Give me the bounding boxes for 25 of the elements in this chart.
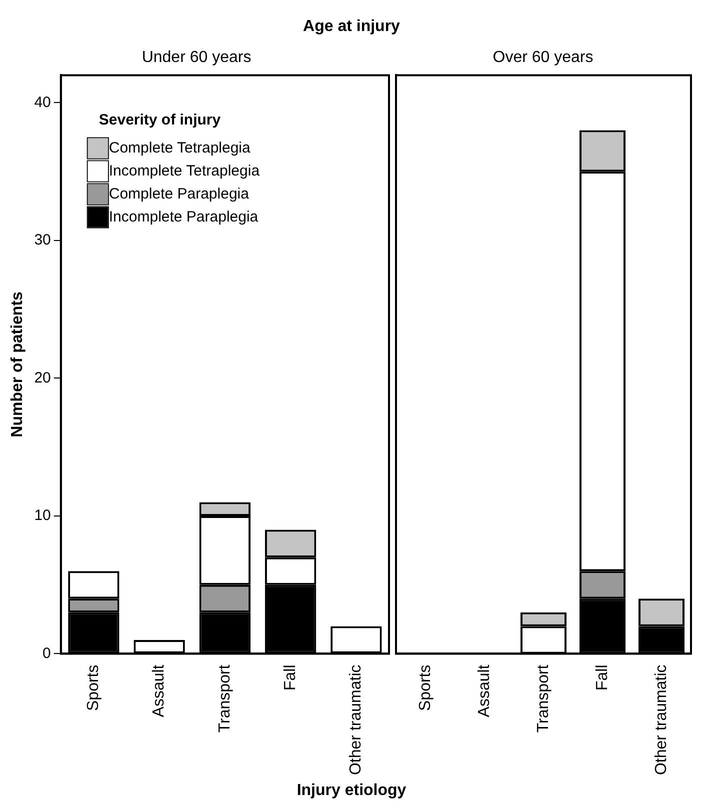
y-tick-label: 20 — [34, 369, 51, 386]
legend-label: Incomplete Tetraplegia — [108, 162, 260, 180]
y-tick-label: 10 — [34, 507, 51, 524]
y-tick-label: 0 — [42, 644, 51, 662]
chart-subtitle: Over 60 years — [492, 49, 594, 66]
legend-label: Complete Tetraplegia — [108, 139, 252, 156]
x-tick-label: Assault — [150, 664, 168, 718]
legend-title: Severity of injury — [98, 111, 222, 128]
chart-title: Age at injury — [302, 18, 401, 36]
y-tick-label: 40 — [34, 94, 51, 111]
x-tick-label: Other traumatic — [652, 664, 670, 776]
x-axis-title: Injury etiology — [296, 782, 408, 800]
legend-label: Complete Paraplegia — [108, 185, 250, 202]
x-tick-label: Sports — [416, 664, 434, 711]
legend-label: Incomplete Paraplegia — [108, 208, 259, 226]
chart-subtitle: Under 60 years — [142, 49, 252, 66]
x-tick-label: Fall — [282, 664, 299, 691]
x-tick-label: Transport — [534, 664, 552, 733]
y-tick-label: 30 — [34, 232, 51, 249]
x-tick-label: Assault — [476, 664, 493, 718]
x-tick-label: Other traumatic — [348, 664, 365, 776]
x-tick-label: Sports — [85, 664, 102, 711]
y-axis-title: Number of patients — [9, 291, 26, 438]
x-tick-label: Transport — [216, 664, 234, 733]
x-tick-label: Fall — [594, 664, 611, 691]
